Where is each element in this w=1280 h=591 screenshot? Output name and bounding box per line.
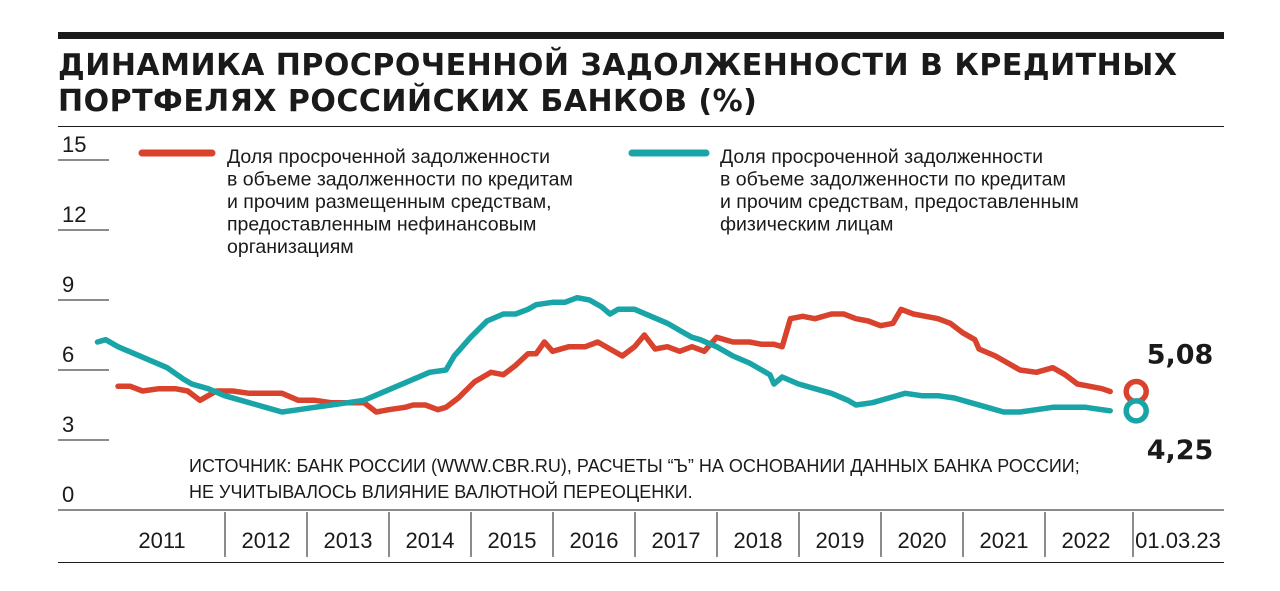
legend-label-1-line-1: Доля просроченной задолженности xyxy=(227,146,550,168)
legend-label-2-line-4: физическим лицам xyxy=(720,214,893,236)
bottom-rule xyxy=(58,562,1224,563)
y-tick-label-9: 9 xyxy=(62,272,74,297)
x-tick-label-2014: 2014 xyxy=(406,528,455,553)
series-layer xyxy=(94,294,1113,415)
source-note: ИСТОЧНИК: БАНК РОССИИ (WWW.CBR.RU), РАСЧ… xyxy=(189,456,1080,502)
x-tick-label-2019: 2019 xyxy=(816,528,865,553)
legend-label-1-line-3: и прочим размещенным средствам, xyxy=(227,191,552,213)
end-value-label-2: 4,25 xyxy=(1147,435,1214,466)
x-tick-label-2011: 2011 xyxy=(138,528,185,553)
top-rule xyxy=(58,32,1224,39)
y-tick-label-15: 15 xyxy=(62,132,86,157)
y-tick-label-12: 12 xyxy=(62,202,86,227)
chart-title: ДИНАМИКА ПРОСРОЧЕННОЙ ЗАДОЛЖЕННОСТИ В КР… xyxy=(58,48,1224,120)
legend-label-2-line-2: в объеме задолженности по кредитам xyxy=(720,169,1066,191)
chart-title-line-1: ДИНАМИКА ПРОСРОЧЕННОЙ ЗАДОЛЖЕННОСТИ В КР… xyxy=(58,48,1178,83)
x-tick-label-2020: 2020 xyxy=(898,528,947,553)
legend-label-1-line-4: предоставленным нефинансовым xyxy=(227,214,536,236)
series-line-1 xyxy=(115,306,1113,415)
x-tick-label-2013: 2013 xyxy=(324,528,373,553)
legend-label-1-line-2: в объеме задолженности по кредитам xyxy=(227,169,573,191)
end-value-label-1: 5,08 xyxy=(1147,339,1214,370)
legend-label-2-line-1: Доля просроченной задолженности xyxy=(720,146,1043,168)
legend-label-2-line-3: и прочим средствам, предоставленным xyxy=(720,191,1079,213)
x-tick-label-01.03.23: 01.03.23 xyxy=(1135,528,1221,553)
x-tick-label-2012: 2012 xyxy=(242,528,291,553)
x-tick-label-2016: 2016 xyxy=(570,528,619,553)
x-tick-label-2018: 2018 xyxy=(734,528,783,553)
legend-label-1-line-5: организациям xyxy=(227,236,354,258)
source-note-line-1: ИСТОЧНИК: БАНК РОССИИ (WWW.CBR.RU), РАСЧ… xyxy=(189,456,1080,476)
y-axis: 15 12 9 6 3 0 xyxy=(58,132,109,511)
y-tick-label-3: 3 xyxy=(62,412,74,437)
source-note-line-2: НЕ УЧИТЫВАЛОСЬ ВЛИЯНИЕ ВАЛЮТНОЙ ПЕРЕОЦЕН… xyxy=(189,481,693,502)
end-markers: 5,08 4,25 xyxy=(1123,339,1214,466)
y-tick-label-0: 0 xyxy=(62,482,74,507)
title-divider xyxy=(58,126,1224,127)
end-marker-2 xyxy=(1123,398,1149,424)
x-tick-label-2021: 2021 xyxy=(980,528,1029,553)
x-axis: 2011 2012 2013 2014 2015 2016 2017 2018 2019 2020… xyxy=(58,509,1224,557)
series-line-2 xyxy=(94,294,1113,415)
x-tick-label-2022: 2022 xyxy=(1062,528,1111,553)
x-tick-label-2017: 2017 xyxy=(652,528,701,553)
x-tick-label-2015: 2015 xyxy=(488,528,537,553)
y-tick-label-6: 6 xyxy=(62,342,74,367)
chart-title-line-2: ПОРТФЕЛЯХ РОССИЙСКИХ БАНКОВ (%) xyxy=(58,84,758,119)
